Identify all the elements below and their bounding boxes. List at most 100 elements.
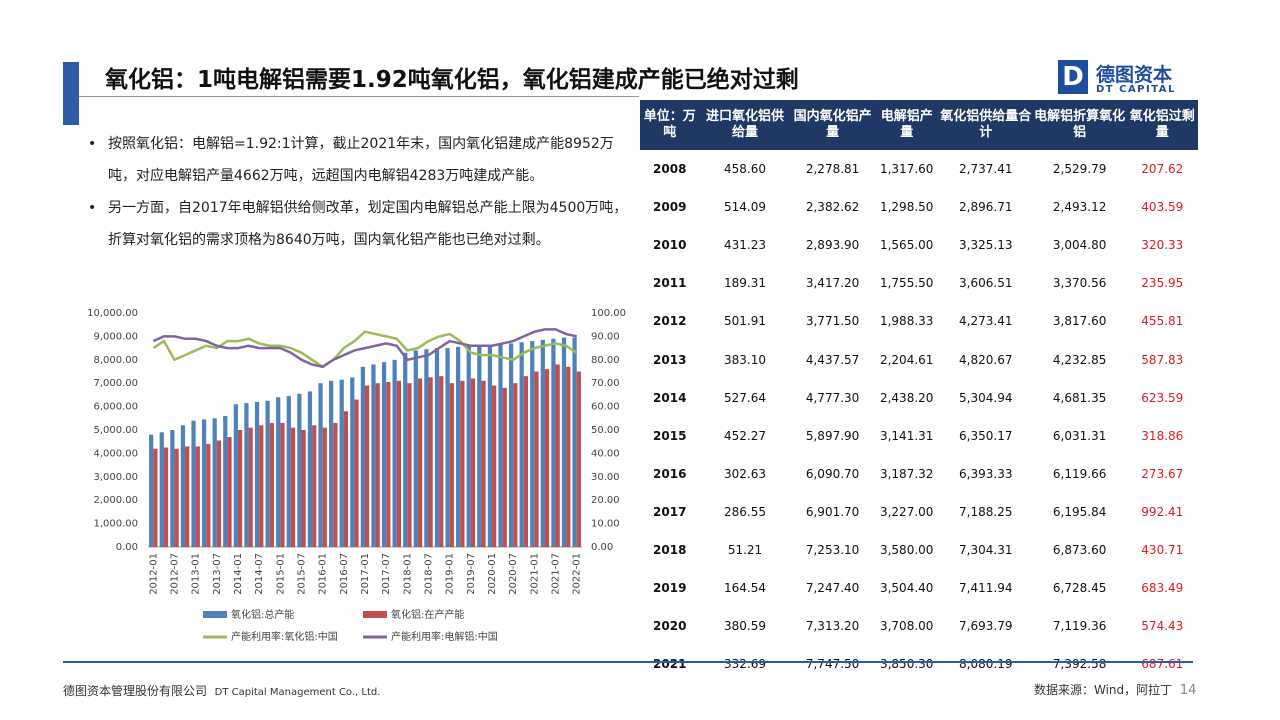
bar (534, 371, 539, 547)
x-tick-label: 2012-07 (169, 553, 180, 595)
x-tick-label: 2019-01 (445, 553, 456, 595)
table-row: 2012 501.91 3,771.50 1,988.33 4,273.41 3,817.… (640, 302, 1198, 340)
table-row: 2019 164.54 7,247.40 3,504.40 7,411.94 6,728.… (640, 569, 1198, 607)
y-tick-label: 3,000.00 (93, 472, 138, 483)
table-row: 2011 189.31 3,417.20 1,755.50 3,606.51 3,370.… (640, 264, 1198, 302)
bar (551, 338, 556, 547)
table-cell: 2,493.12 (1052, 200, 1107, 215)
bar (375, 383, 380, 547)
table-row: 2021 332.69 7,747.50 3,850.30 8,080.19 7,392.… (640, 645, 1198, 683)
bar (185, 446, 190, 547)
table-cell: 7,253.10 (805, 542, 860, 557)
table-cell: 235.95 (1141, 276, 1184, 291)
table-row: 2014 527.64 4,777.30 2,438.20 5,304.94 4,681.… (640, 379, 1198, 417)
table-cell: 3,504.40 (879, 581, 934, 596)
table-cell: 2,382.62 (805, 200, 860, 215)
table-row: 2017 286.55 6,901.70 3,227.00 7,188.25 6,195.… (640, 493, 1198, 531)
table-cell: 3,817.60 (1052, 314, 1107, 329)
x-tick-label: 2015-01 (275, 553, 286, 595)
bar (566, 366, 571, 547)
table-row: 2018 51.21 7,253.10 3,580.00 7,304.31 6,873.6… (640, 531, 1198, 569)
logo-sub: DT CAPITAL (1096, 84, 1176, 95)
table-cell: 164.54 (724, 581, 766, 596)
bar (149, 434, 154, 547)
table-cell: 3,227.00 (879, 504, 934, 519)
table-cell: 403.59 (1141, 200, 1184, 215)
x-tick-label: 2019-07 (466, 553, 477, 595)
table-cell: 273.67 (1141, 466, 1184, 481)
bar (519, 342, 524, 547)
bar (508, 343, 514, 547)
bar (159, 432, 164, 547)
bar (195, 446, 200, 547)
table-cell: 2010 (653, 238, 687, 253)
table-cell: 3,606.51 (959, 276, 1013, 291)
header-cell: 氧化铝供给量合计 (938, 100, 1033, 150)
table-cell: 3,187.32 (879, 466, 934, 481)
table-cell: 2,529.79 (1052, 162, 1107, 177)
table-row: 2013 383.10 4,437.57 2,204.61 4,820.67 4,232.… (640, 340, 1198, 378)
table-cell: 2016 (653, 466, 687, 481)
table-cell: 3,771.50 (805, 314, 860, 329)
bar (339, 379, 344, 547)
table-cell: 7,747.50 (805, 657, 860, 672)
bar (407, 383, 412, 547)
table-cell: 687.61 (1141, 657, 1184, 672)
bar (248, 427, 253, 547)
table-cell: 2012 (653, 314, 687, 329)
x-tick-label: 2014-01 (233, 553, 244, 595)
bar (555, 364, 560, 547)
table-cell: 6,393.33 (959, 466, 1013, 481)
bar (153, 448, 158, 547)
bar (223, 415, 228, 547)
bar (460, 380, 465, 547)
y-tick-label: 10,000.00 (87, 308, 138, 319)
header-cell: 氧化铝过剩量 (1126, 100, 1198, 150)
table-cell: 318.86 (1141, 428, 1184, 443)
slide-title: 氧化铝：1吨电解铝需要1.92吨氧化铝，氧化铝建成产能已绝对过剩 (105, 67, 799, 93)
table-cell: 2009 (653, 200, 687, 215)
x-tick-label: 2020-07 (508, 553, 519, 595)
table-cell: 383.10 (724, 352, 766, 367)
line (152, 330, 578, 369)
table-cell: 431.23 (724, 238, 766, 253)
y-tick-label: 6,000.00 (93, 402, 138, 413)
company-en: DT Capital Management Co., Ltd. (214, 687, 381, 698)
table-cell: 7,188.25 (959, 504, 1013, 519)
footer-company: 德图资本管理股份有限公司 DT Capital Management Co., … (63, 682, 380, 699)
table-cell: 2020 (653, 619, 687, 634)
header-cell: 单位：万吨 (640, 100, 700, 150)
bar (329, 380, 334, 547)
y-tick-label: 0.00 (116, 542, 138, 553)
bar (301, 430, 306, 547)
table-cell: 514.09 (724, 200, 766, 215)
x-tick-label: 2018-07 (424, 553, 435, 595)
header-cell: 电解铝折算氧化铝 (1032, 100, 1127, 150)
table-cell: 3,370.56 (1052, 276, 1107, 291)
table-cell: 6,350.17 (959, 428, 1013, 443)
table-cell: 1,988.33 (879, 314, 934, 329)
bar (561, 337, 567, 547)
y-tick-label: 5,000.00 (93, 425, 138, 436)
table-cell: 6,195.84 (1052, 504, 1107, 519)
bar (449, 383, 454, 547)
table-row: 2015 452.27 5,897.90 3,141.31 6,350.17 6,031.… (640, 417, 1198, 455)
x-tick-label: 2013-01 (191, 553, 202, 595)
x-tick-label: 2015-07 (296, 553, 307, 595)
x-tick-label: 2020-01 (487, 553, 498, 595)
bar (333, 422, 338, 547)
bar (354, 399, 359, 547)
bar (206, 444, 211, 547)
table-cell: 7,313.20 (805, 619, 860, 634)
x-tick-label: 2014-07 (254, 553, 265, 595)
y-tick-label: 2,000.00 (93, 495, 138, 506)
table-cell: 2021 (653, 657, 687, 672)
x-tick-label: 2018-01 (402, 553, 413, 595)
table-cell: 3,580.00 (879, 542, 934, 557)
table-cell: 2018 (653, 542, 687, 557)
table-cell: 7,411.94 (959, 581, 1013, 596)
bar (434, 348, 440, 547)
bar (523, 376, 529, 547)
table-cell: 6,873.60 (1052, 542, 1107, 557)
bar (286, 396, 291, 547)
